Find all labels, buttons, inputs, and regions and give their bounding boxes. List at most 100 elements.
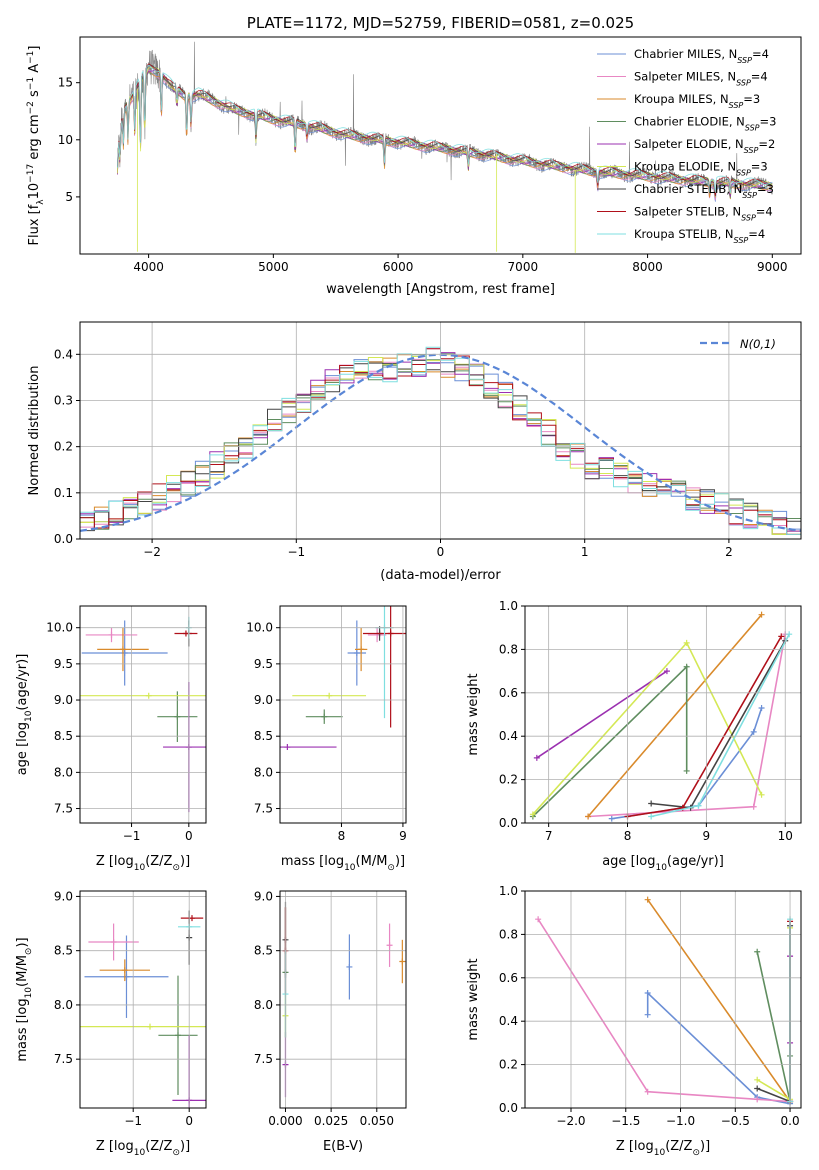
marker <box>644 1011 651 1018</box>
legend-entry: Kroupa STELIB, NSSP=4 <box>634 227 765 245</box>
marker <box>535 916 542 923</box>
marker <box>145 692 152 699</box>
data-point <box>280 744 337 751</box>
x-tick-label: −2 <box>143 545 161 559</box>
x-tick-label: 8 <box>624 829 632 843</box>
panel-mass-vs-EBV: 0.000 0.025 0.050 7.5 8.0 8.5 9.0 E(B-V) <box>254 889 407 1154</box>
data-point <box>88 923 139 961</box>
plot-area <box>80 910 206 1108</box>
y-tick-label: 1.0 <box>499 599 518 613</box>
legend-text: Chabrier ELODIE, N <box>634 115 745 129</box>
x-tick-label: 0 <box>437 545 445 559</box>
y-tick-label: 0.2 <box>499 773 518 787</box>
weight-series <box>648 637 789 811</box>
legend-text: Salpeter ELODIE, N <box>634 137 744 151</box>
marker <box>110 938 117 945</box>
label-part: 10 <box>24 987 34 999</box>
model-fit-line <box>117 64 773 193</box>
data-point <box>99 959 150 982</box>
y-tick-label: 9.0 <box>254 693 273 707</box>
marker <box>353 650 360 657</box>
ylabel-label: mass weight <box>466 958 481 1040</box>
weight-line <box>536 670 668 759</box>
marker <box>387 630 394 637</box>
label-part: Flux [f <box>27 204 42 245</box>
y-tick-label: 0.2 <box>499 1058 518 1072</box>
x-tick-label: 0.0 <box>781 1114 800 1128</box>
marker <box>754 1085 761 1092</box>
weight-line <box>647 899 791 1102</box>
marker <box>750 803 757 810</box>
x-tick-label: 2 <box>725 545 733 559</box>
x-tick-label: −2.0 <box>556 1114 585 1128</box>
data-point <box>305 709 343 724</box>
data-point <box>84 935 169 1018</box>
xlabel: Z [log10(Z/Z⊙)] <box>96 1139 190 1158</box>
marker <box>644 1088 651 1095</box>
label-part: 10 <box>27 183 42 200</box>
axes-frame <box>79 890 207 1109</box>
panel-mass-vs-Z: −1 07.58.08.59.0Z [log10(Z/Z⊙)]mass [log1… <box>15 889 207 1158</box>
legend-suffix: =4 <box>751 70 768 84</box>
label-part: 10 <box>344 863 356 873</box>
data-point <box>158 975 198 1095</box>
y-tick-label: 0.4 <box>54 347 73 361</box>
x-tick-label: 7000 <box>508 260 539 274</box>
marker <box>189 915 195 922</box>
y-tick-label: 9.5 <box>254 657 273 671</box>
xlabel-label: (data-model)/error <box>380 568 501 583</box>
legend-suffix: =3 <box>760 115 777 129</box>
marker <box>399 958 406 965</box>
marker <box>758 704 765 711</box>
label-part: ⊙ <box>172 1148 180 1158</box>
x-tick-label: 7 <box>545 829 553 843</box>
label-part: 10 <box>655 863 667 873</box>
marker <box>695 802 702 809</box>
y-tick-label: 10.0 <box>46 621 73 635</box>
marker <box>533 754 540 761</box>
label-part: 10 <box>654 1148 666 1158</box>
y-tick-label: 8.5 <box>254 729 273 743</box>
y-tick-label: 0.3 <box>54 393 73 407</box>
model-fit-line <box>117 69 773 201</box>
label-part: 10 <box>24 710 34 722</box>
legend-entry: Salpeter MILES, NSSP=4 <box>634 70 768 88</box>
marker <box>754 1096 761 1103</box>
legend-sub: SSP <box>744 146 759 155</box>
y-tick-label: 0.8 <box>499 927 518 941</box>
y-tick-label: 0.0 <box>54 532 73 546</box>
label-part: −17 <box>26 164 36 183</box>
marker <box>683 767 690 774</box>
legend-sub: SSP <box>742 191 757 200</box>
x-tick-label: −1 <box>287 545 305 559</box>
label-part: erg cm <box>27 114 42 163</box>
label-part: (age/yr)] <box>15 654 30 711</box>
marker <box>121 967 128 974</box>
x-tick-label: 0 <box>185 1114 193 1128</box>
legend-suffix: =2 <box>758 137 775 151</box>
label-part: )] <box>15 937 30 947</box>
data-point <box>367 627 387 643</box>
marker <box>786 631 793 638</box>
legend-text: Salpeter MILES, N <box>634 70 736 84</box>
marker <box>608 815 615 822</box>
legend-sub: SSP <box>734 236 749 245</box>
y-tick-label: 10.0 <box>246 621 273 635</box>
xlabel-label: wavelength [Angstrom, rest frame] <box>326 282 555 297</box>
y-tick-label: 8.5 <box>254 944 273 958</box>
y-tick-label: 8.0 <box>254 765 273 779</box>
weight-series <box>585 611 765 820</box>
label-part: mass [log <box>15 998 30 1061</box>
y-tick-label: 9.0 <box>254 889 273 903</box>
marker <box>644 896 651 903</box>
model-fit-line <box>117 63 773 196</box>
y-tick-label: 0.8 <box>499 642 518 656</box>
panel-weight-vs-Z: −2.0 −1.5 −1.0 −0.5 0.0 0.0 0.2 0.4 0.6 0.8 1.0 Z [… <box>466 884 802 1158</box>
marker <box>147 1023 153 1030</box>
legend-sub: SSP <box>737 56 752 65</box>
data-point <box>292 692 367 699</box>
legend-entry: Chabrier STELIB, NSSP=3 <box>634 182 774 200</box>
x-tick-label: 0.025 <box>314 1114 348 1128</box>
data-point <box>362 606 406 728</box>
